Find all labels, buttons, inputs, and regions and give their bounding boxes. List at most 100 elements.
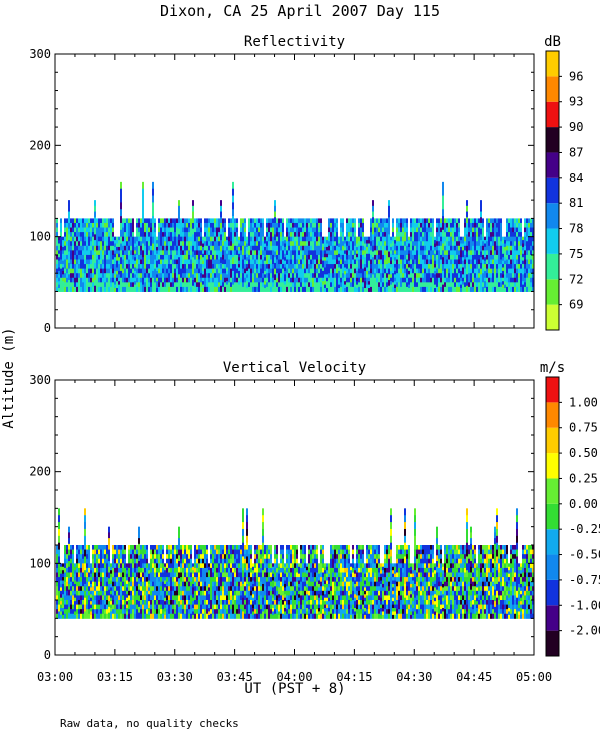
- heatmap-cell: [168, 567, 170, 573]
- heatmap-cell: [516, 277, 518, 283]
- heatmap-cell: [384, 250, 386, 256]
- heatmap-cell: [104, 595, 106, 601]
- heatmap-cell: [96, 232, 98, 238]
- heatmap-cell: [252, 241, 254, 247]
- heatmap-cell: [160, 554, 162, 560]
- heatmap-cell: [116, 281, 118, 286]
- heatmap-cell: [400, 268, 402, 274]
- heatmap-cell: [512, 232, 514, 238]
- heatmap-cell: [210, 227, 212, 233]
- heatmap-cell: [432, 282, 434, 288]
- heatmap-cell: [144, 554, 146, 560]
- heatmap-cell: [100, 286, 102, 292]
- heatmap-cell: [248, 254, 250, 260]
- heatmap-cell: [176, 245, 178, 251]
- heatmap-cell: [320, 264, 322, 270]
- heatmap-cell: [98, 545, 100, 551]
- heatmap-cell: [72, 282, 74, 288]
- heatmap-cell: [266, 259, 268, 265]
- heatmap-cell: [192, 257, 194, 264]
- heatmap-cell: [220, 274, 222, 281]
- heatmap-cell: [390, 277, 392, 282]
- heatmap-cell: [356, 253, 358, 258]
- heatmap-cell: [286, 232, 288, 238]
- heatmap-cell: [312, 277, 314, 283]
- heatmap-cell: [480, 251, 482, 258]
- heatmap-cell: [174, 273, 176, 279]
- heatmap-cell: [366, 253, 368, 258]
- heatmap-cell: [304, 264, 306, 270]
- heatmap-cell: [66, 604, 68, 610]
- heatmap-cell: [284, 267, 286, 272]
- heatmap-cell: [58, 549, 60, 557]
- heatmap-cell: [324, 260, 326, 265]
- heatmap-cell: [154, 604, 156, 610]
- heatmap-cell: [422, 236, 424, 242]
- heatmap-cell: [150, 264, 152, 270]
- heatmap-cell: [128, 264, 130, 270]
- heatmap-cell: [164, 268, 166, 274]
- heatmap-cell: [348, 264, 350, 270]
- heatmap-cell: [424, 241, 426, 247]
- heatmap-cell: [168, 232, 170, 238]
- heatmap-cell: [134, 236, 136, 241]
- heatmap-cell: [426, 286, 428, 292]
- heatmap-cell: [168, 590, 170, 596]
- heatmap-cell: [368, 264, 370, 268]
- heatmap-cell: [90, 601, 92, 606]
- heatmap-cell: [256, 259, 258, 265]
- heatmap-cell: [308, 282, 310, 288]
- heatmap-cell: [200, 268, 202, 274]
- heatmap-cell: [152, 590, 154, 596]
- heatmap-cell: [84, 254, 86, 260]
- heatmap-cell: [354, 250, 356, 256]
- heatmap-cell: [374, 254, 376, 260]
- heatmap-cell: [354, 259, 356, 265]
- heatmap-cell: [114, 604, 116, 610]
- heatmap-cell: [482, 277, 484, 283]
- heatmap-cell: [310, 268, 312, 274]
- heatmap-cell: [530, 277, 532, 283]
- heatmap-cell: [532, 264, 534, 270]
- heatmap-cell: [148, 227, 150, 233]
- heatmap-cell: [450, 282, 452, 288]
- heatmap-cell: [366, 284, 368, 289]
- heatmap-cell: [154, 586, 156, 592]
- heatmap-cell: [266, 232, 268, 238]
- heatmap-cell: [196, 232, 198, 238]
- heatmap-cell: [318, 254, 320, 260]
- heatmap-cell: [134, 567, 136, 573]
- heatmap-cell: [340, 222, 342, 229]
- heatmap-cell: [92, 613, 94, 619]
- heatmap-cell: [436, 273, 438, 279]
- heatmap-cell: [280, 222, 282, 229]
- heatmap-cell: [174, 222, 176, 229]
- heatmap-cell: [138, 601, 140, 608]
- heatmap-cell: [374, 277, 376, 283]
- heatmap-cell: [402, 264, 404, 270]
- heatmap-cell: [422, 227, 424, 233]
- heatmap-cell: [430, 218, 432, 224]
- heatmap-cell: [474, 264, 476, 270]
- heatmap-cell: [528, 277, 530, 283]
- heatmap-cell: [290, 245, 292, 251]
- heatmap-cell: [100, 232, 102, 238]
- heatmap-cell: [402, 268, 404, 274]
- heatmap-cell: [166, 549, 168, 555]
- heatmap-cell: [308, 236, 310, 242]
- heatmap-cell: [398, 236, 400, 242]
- heatmap-cell: [246, 240, 248, 245]
- heatmap-cell: [454, 277, 456, 283]
- heatmap-cell: [154, 600, 156, 606]
- heatmap-cell: [330, 268, 332, 274]
- heatmap-cell: [106, 250, 108, 256]
- heatmap-cell: [350, 250, 352, 256]
- heatmap-cell: [372, 200, 374, 207]
- heatmap-cell: [64, 273, 66, 279]
- heatmap-cell: [518, 282, 520, 288]
- heatmap-cell: [270, 236, 272, 242]
- heatmap-cell: [288, 236, 290, 242]
- heatmap-cell: [220, 240, 222, 247]
- heatmap-cell: [88, 600, 90, 606]
- heatmap-cell: [168, 545, 170, 551]
